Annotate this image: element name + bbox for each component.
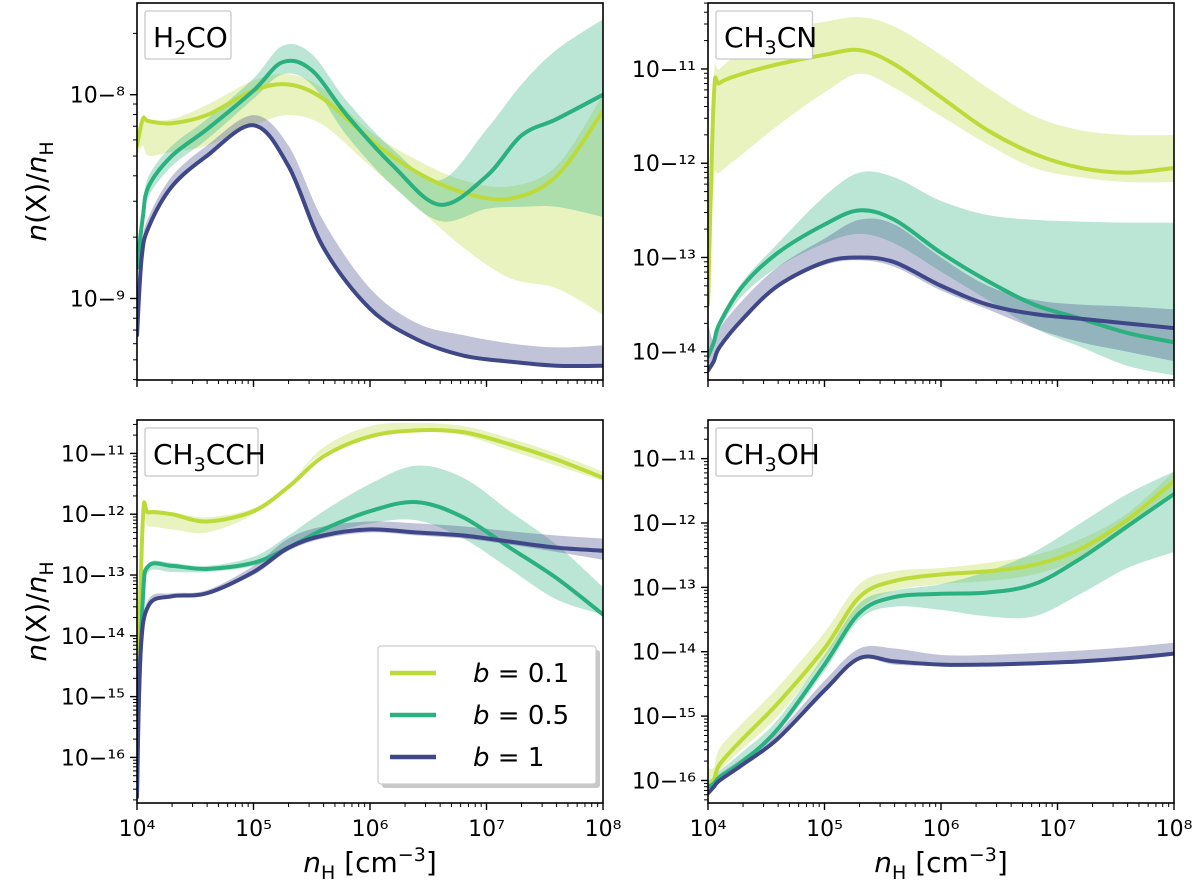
band-b05 [708,471,1174,787]
x-tick-label: 10⁴ [690,817,727,842]
chart-panel-ch3cch: 10⁴ 10⁵ 10⁶ 10⁷ 10⁸ 10−¹⁶ 10−¹⁵ 10−¹⁴ 10−¹³ 10−¹²… [20,419,622,884]
x-tick-label: 10⁷ [1039,817,1076,842]
x-axis-label: nH [cm−3] [303,844,437,884]
y-tick-label: 10−¹³ [61,564,125,589]
legend-label-b01: b = 0.1 [473,659,569,689]
y-axis-label: n(X)/nH [20,141,58,241]
series-line-b05 [708,492,1174,789]
legend-frame [377,645,597,785]
series-line-b1 [137,527,603,799]
panel-title-box: CH3CN [715,10,817,60]
y-tick-label: 10−¹² [632,152,696,177]
x-tick-label: 10⁷ [468,817,505,842]
chart-panel-ch3cn: 10−¹⁴ 10−¹³ 10−¹² 10−¹¹ CH3CN [632,2,1175,387]
x-tick-label: 10⁸ [585,817,622,842]
series-line-b01 [708,47,1174,307]
y-tick-label: 10−¹⁵ [61,686,125,711]
legend: b = 0.1 b = 0.5 b = 1 [377,645,600,788]
x-tick-label: 10⁵ [806,817,843,842]
y-tick-label: 10−¹⁵ [632,705,696,730]
panel-title-text: H2CO [153,21,228,59]
series-line-b01 [137,82,603,202]
series-line-b01 [708,479,1174,789]
y-tick-label: 10−¹⁴ [632,341,696,366]
axes-frame [707,419,1175,804]
x-tick-label: 10⁵ [235,817,272,842]
band-b05 [137,19,603,279]
panel-title-frame [715,10,814,60]
y-tick-label: 10−¹⁴ [61,625,125,650]
x-axis-label: nH [cm−3] [874,844,1008,884]
y-tick-label: 10−¹² [632,512,696,537]
plot-area [708,17,1174,376]
y-tick-label: 10−¹⁶ [61,746,125,771]
y-tick-label: 10−¹² [61,503,125,528]
panel-title-frame [144,10,232,60]
panel-title-frame [715,427,814,477]
y-tick-label: 10−¹⁴ [632,641,696,666]
band-b01 [708,17,1174,305]
panel-title-text: CH3CCH [153,438,266,476]
y-axis-label: n(X)/nH [20,561,58,661]
series-line-b01 [137,427,603,730]
legend-label-b05: b = 0.5 [473,701,569,731]
y-tick-label: 10−¹³ [632,246,696,271]
x-tick-label: 10⁸ [1156,817,1193,842]
band-b1 [708,218,1174,371]
x-tick-label: 10⁶ [923,817,960,842]
series-line-b1 [708,651,1174,796]
series-line-b1 [137,123,603,369]
panel-title-frame [144,427,259,477]
y-tick-label: 10−¹³ [632,576,696,601]
x-tick-label: 10⁶ [352,817,389,842]
series-line-b05 [137,58,603,270]
y-tick-label: 10−¹¹ [632,448,696,473]
chart-panel-ch3oh: 10⁴ 10⁵ 10⁶ 10⁷ 10⁸ 10−¹⁶ 10−¹⁵ 10−¹⁴ 10−¹³ 10−¹²… [632,419,1193,884]
plot-area [137,19,603,369]
y-tick-label: 10−⁸ [70,84,125,109]
y-tick-label: 10−¹¹ [61,442,125,467]
band-b01 [708,471,1174,791]
y-tick-label: 10−⁹ [70,287,125,312]
plot-area [708,471,1174,796]
panel-title-box: H2CO [144,10,232,60]
y-tick-label: 10−¹⁶ [632,769,696,794]
plot-area [137,422,603,799]
panel-title-box: CH3CCH [144,427,266,477]
series-line-b1 [708,255,1174,373]
y-tick-label: 10−¹¹ [632,58,696,83]
legend-label-b1: b = 1 [473,743,544,773]
band-b01 [137,73,603,315]
chart-panel-h2co: 10−⁹ 10−⁸ H2CO n(X)/nH [20,2,604,387]
panel-title-box: CH3OH [715,427,820,477]
x-tick-label: 10⁴ [119,817,156,842]
